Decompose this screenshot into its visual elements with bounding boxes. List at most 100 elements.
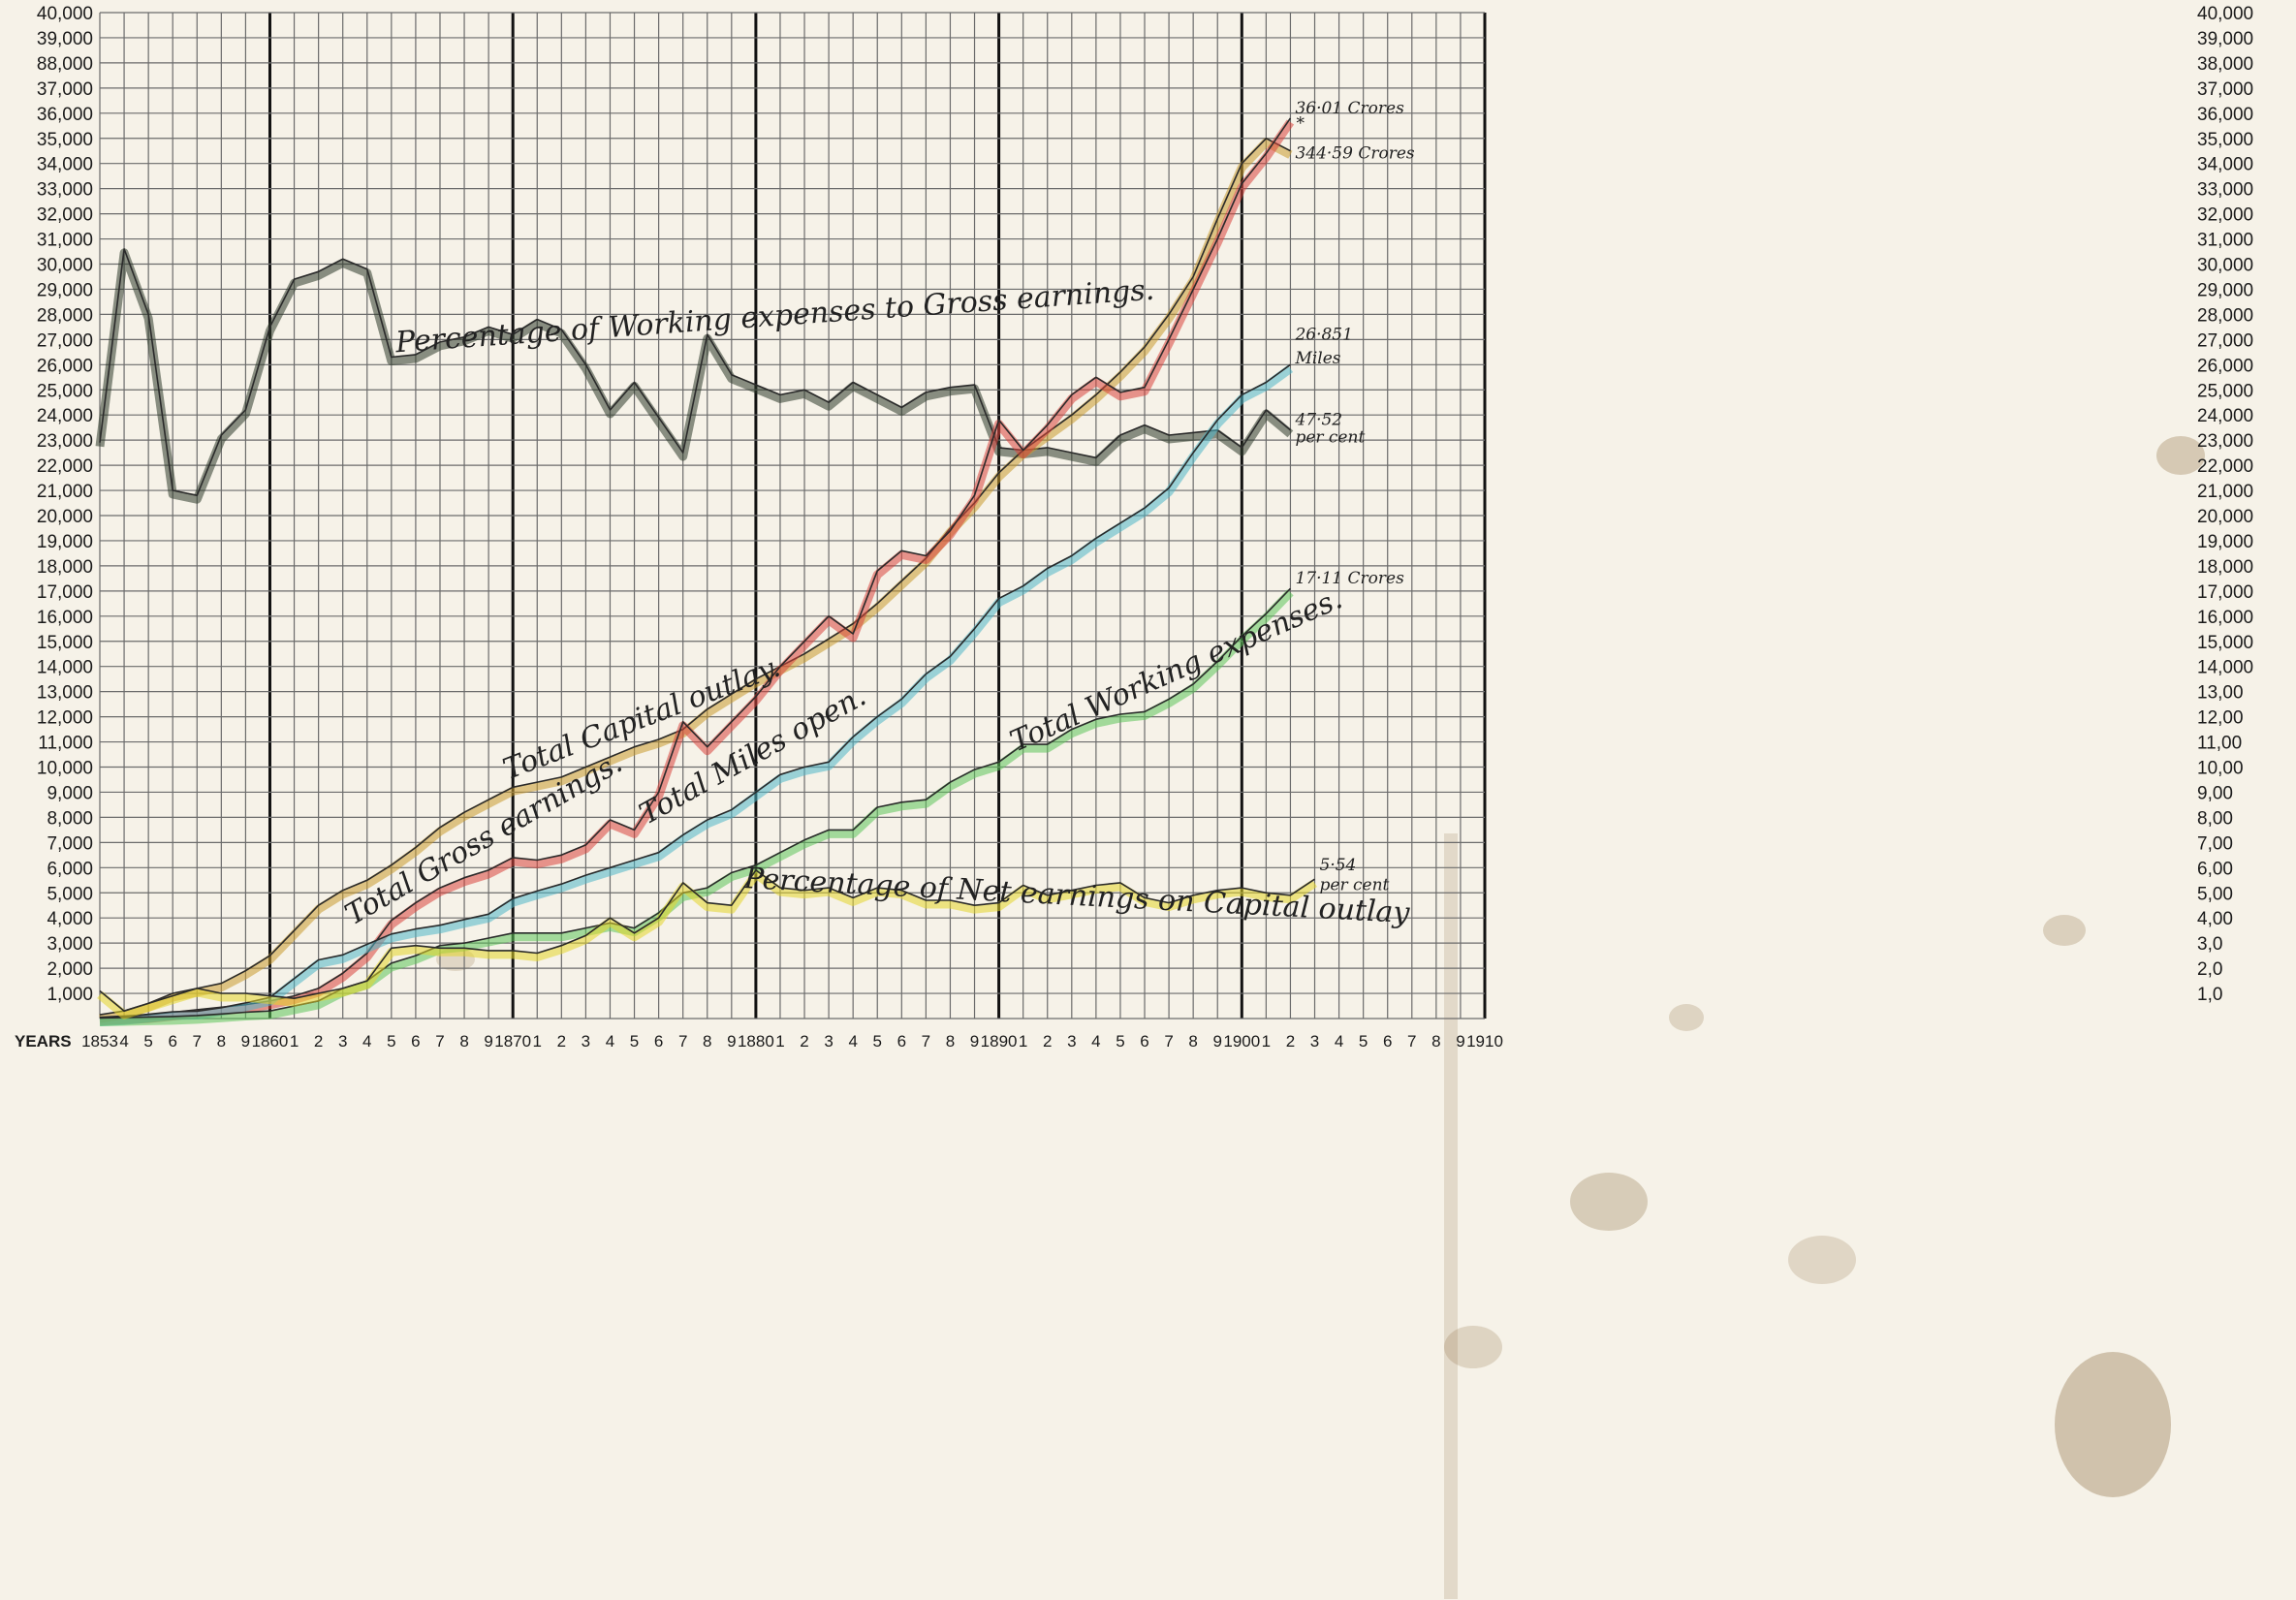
series-band bbox=[97, 869, 1317, 1020]
y-tick-label-right: 29,000 bbox=[2197, 280, 2253, 300]
x-tick-label: 1870 bbox=[494, 1032, 531, 1051]
y-tick-label-right: 7,00 bbox=[2197, 833, 2233, 854]
x-tick-label: 7 bbox=[922, 1032, 930, 1051]
x-tick-label: 8 bbox=[217, 1032, 226, 1051]
y-tick-label-left: 26,000 bbox=[37, 356, 93, 376]
y-tick-label-left: 9,000 bbox=[47, 783, 93, 803]
x-tick-label: 8 bbox=[946, 1032, 955, 1051]
y-tick-label-right: 2,0 bbox=[2197, 959, 2222, 980]
x-tick-label: 5 bbox=[1116, 1032, 1124, 1051]
series-band bbox=[99, 364, 1294, 1026]
x-tick-label: 7 bbox=[193, 1032, 202, 1051]
x-tick-label: 2 bbox=[800, 1032, 808, 1051]
y-tick-label-left: 15,000 bbox=[37, 633, 93, 653]
y-tick-label-right: 16,000 bbox=[2197, 608, 2253, 628]
x-tick-label: 1880 bbox=[738, 1032, 774, 1051]
y-tick-label-right: 30,000 bbox=[2197, 256, 2253, 276]
y-tick-label-right: 14,000 bbox=[2197, 658, 2253, 678]
y-tick-label-left: 34,000 bbox=[37, 155, 93, 175]
y-tick-label-left: 7,000 bbox=[47, 833, 93, 854]
y-tick-label-right: 19,000 bbox=[2197, 532, 2253, 552]
x-axis-label: YEARS bbox=[15, 1032, 72, 1051]
y-tick-label-left: 10,000 bbox=[37, 759, 93, 779]
x-tick-label: 4 bbox=[119, 1032, 128, 1051]
x-tick-label: 6 bbox=[168, 1032, 176, 1051]
y-tick-label-left: 24,000 bbox=[37, 406, 93, 426]
series-line bbox=[99, 138, 1291, 1016]
y-tick-label-right: 18,000 bbox=[2197, 557, 2253, 578]
y-tick-label-right: 26,000 bbox=[2197, 356, 2253, 376]
y-tick-label-left: 8,000 bbox=[47, 808, 93, 829]
series-band bbox=[99, 138, 1293, 1023]
x-tick-label: 1 bbox=[533, 1032, 542, 1051]
x-tick-label: 8 bbox=[703, 1032, 711, 1051]
y-tick-label-left: 5,000 bbox=[47, 884, 93, 904]
x-tick-label: 4 bbox=[1335, 1032, 1343, 1051]
y-tick-label-right: 22,000 bbox=[2197, 456, 2253, 477]
y-tick-label-right: 35,000 bbox=[2197, 130, 2253, 150]
y-tick-label-right: 10,00 bbox=[2197, 759, 2244, 779]
asterisk-marker: * bbox=[1296, 113, 1305, 133]
y-tick-label-left: 1,000 bbox=[47, 985, 93, 1005]
grid bbox=[99, 12, 1487, 1020]
y-tick-label-right: 32,000 bbox=[2197, 205, 2253, 226]
y-tick-label-right: 38,000 bbox=[2197, 54, 2253, 75]
y-tick-label-right: 37,000 bbox=[2197, 79, 2253, 100]
y-tick-label-left: 3,000 bbox=[47, 934, 93, 955]
y-tick-label-right: 21,000 bbox=[2197, 482, 2253, 502]
y-tick-label-right: 27,000 bbox=[2197, 330, 2253, 351]
x-tick-label: 1910 bbox=[1466, 1032, 1503, 1051]
x-tick-label: 3 bbox=[338, 1032, 347, 1051]
x-tick-label: 2 bbox=[1043, 1032, 1052, 1051]
y-tick-label-left: 2,000 bbox=[47, 959, 93, 980]
x-tick-label: 2 bbox=[557, 1032, 566, 1051]
x-tick-label: 3 bbox=[582, 1032, 590, 1051]
y-tick-label-left: 30,000 bbox=[37, 256, 93, 276]
y-tick-label-right: 15,000 bbox=[2197, 633, 2253, 653]
x-tick-label: 6 bbox=[411, 1032, 420, 1051]
y-tick-label-right: 17,000 bbox=[2197, 582, 2253, 603]
y-tick-label-left: 14,000 bbox=[37, 658, 93, 678]
y-tick-label-left: 19,000 bbox=[37, 532, 93, 552]
y-tick-label-right: 5,00 bbox=[2197, 884, 2233, 904]
x-tick-label: 9 bbox=[484, 1032, 492, 1051]
x-tick-label: 1860 bbox=[252, 1032, 289, 1051]
y-tick-label-left: 18,000 bbox=[37, 557, 93, 578]
y-tick-label-right: 36,000 bbox=[2197, 105, 2253, 125]
x-tick-label: 6 bbox=[1383, 1032, 1392, 1051]
end-annotation: 47·52 bbox=[1294, 411, 1342, 430]
y-tick-label-left: 40,000 bbox=[37, 4, 93, 24]
y-tick-label-right: 20,000 bbox=[2197, 507, 2253, 527]
x-tick-label: 1853 bbox=[81, 1032, 118, 1051]
y-tick-label-right: 11,00 bbox=[2197, 734, 2242, 754]
y-tick-label-right: 8,00 bbox=[2197, 808, 2233, 829]
x-tick-label: 7 bbox=[1407, 1032, 1416, 1051]
y-tick-label-left: 6,000 bbox=[47, 859, 93, 879]
paper-stains bbox=[436, 436, 2205, 1599]
y-tick-label-left: 31,000 bbox=[37, 231, 93, 251]
x-tick-label: 3 bbox=[824, 1032, 833, 1051]
x-tick-label: 9 bbox=[970, 1032, 979, 1051]
y-tick-label-left: 25,000 bbox=[37, 381, 93, 401]
x-tick-label: 1 bbox=[290, 1032, 299, 1051]
x-tick-label: 3 bbox=[1310, 1032, 1319, 1051]
x-tick-label: 9 bbox=[727, 1032, 736, 1051]
x-tick-label: 9 bbox=[1212, 1032, 1221, 1051]
x-tick-label: 1 bbox=[1262, 1032, 1271, 1051]
end-annotation: 17·11 Crores bbox=[1295, 569, 1404, 588]
y-tick-label-left: 39,000 bbox=[37, 29, 93, 49]
end-annotation: 36·01 Crores bbox=[1295, 99, 1404, 118]
y-tick-label-left: 13,000 bbox=[37, 683, 93, 704]
y-tick-label-left: 12,000 bbox=[37, 708, 93, 729]
y-tick-label-right: 4,00 bbox=[2197, 909, 2233, 929]
y-tick-label-left: 16,000 bbox=[37, 608, 93, 628]
y-tick-label-right: 23,000 bbox=[2197, 431, 2253, 452]
y-tick-label-right: 40,000 bbox=[2197, 4, 2253, 24]
y-tick-label-left: 28,000 bbox=[37, 305, 93, 326]
y-tick-label-left: 20,000 bbox=[37, 507, 93, 527]
x-tick-label: 6 bbox=[1140, 1032, 1148, 1051]
y-tick-label-left: 33,000 bbox=[37, 180, 93, 201]
y-tick-label-left: 29,000 bbox=[37, 280, 93, 300]
